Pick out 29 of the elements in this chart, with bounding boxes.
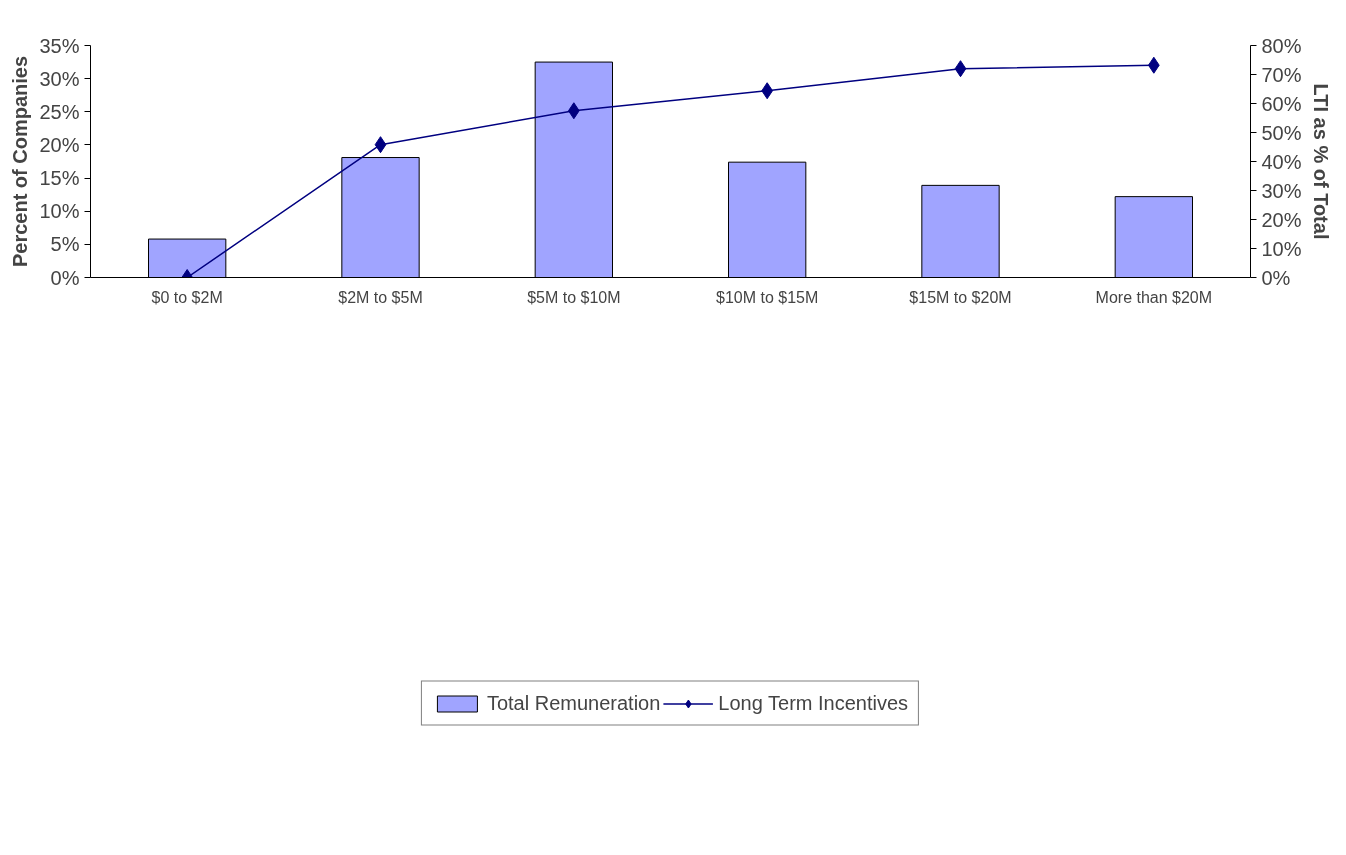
y-tick-label: 20%	[39, 133, 80, 156]
x-tick-label: $10M to $15M	[716, 288, 819, 306]
y-tick-label: 10%	[39, 200, 80, 223]
y2-tick-label: 30%	[1261, 179, 1302, 202]
legend-label: Total Remuneration	[486, 691, 661, 715]
x-tick-label: More than $20M	[1095, 288, 1213, 306]
y2-tick-label: 70%	[1261, 63, 1302, 86]
y2-tick-label: 10%	[1261, 237, 1302, 260]
y-tick-label: 15%	[39, 167, 80, 190]
legend-label: Long Term Incentives	[718, 691, 909, 715]
y2-axis-title: LTI as % of Total	[1309, 83, 1332, 240]
y-tick-label: 35%	[39, 34, 80, 57]
x-tick-label: $15M to $20M	[909, 288, 1012, 306]
y-tick-label: 0%	[50, 266, 80, 289]
y2-tick-label: 0%	[1261, 266, 1291, 289]
y2-tick-label: 80%	[1261, 34, 1302, 57]
y-tick-label: 25%	[39, 100, 80, 123]
x-tick-label: $2M to $5M	[338, 288, 423, 306]
y-tick-label: 30%	[39, 67, 80, 90]
y2-tick-label: 20%	[1261, 208, 1302, 231]
y2-tick-label: 40%	[1261, 150, 1302, 173]
y2-tick-label: 50%	[1261, 121, 1302, 144]
y-axis-title: Percent of Companies	[9, 55, 32, 268]
y2-tick-label: 60%	[1261, 92, 1302, 115]
point	[954, 60, 967, 78]
x-tick-label: $0 to $2M	[151, 288, 223, 306]
point	[374, 136, 387, 154]
x-tick-label: $5M to $10M	[527, 288, 621, 306]
y-tick-label: 5%	[50, 233, 80, 256]
